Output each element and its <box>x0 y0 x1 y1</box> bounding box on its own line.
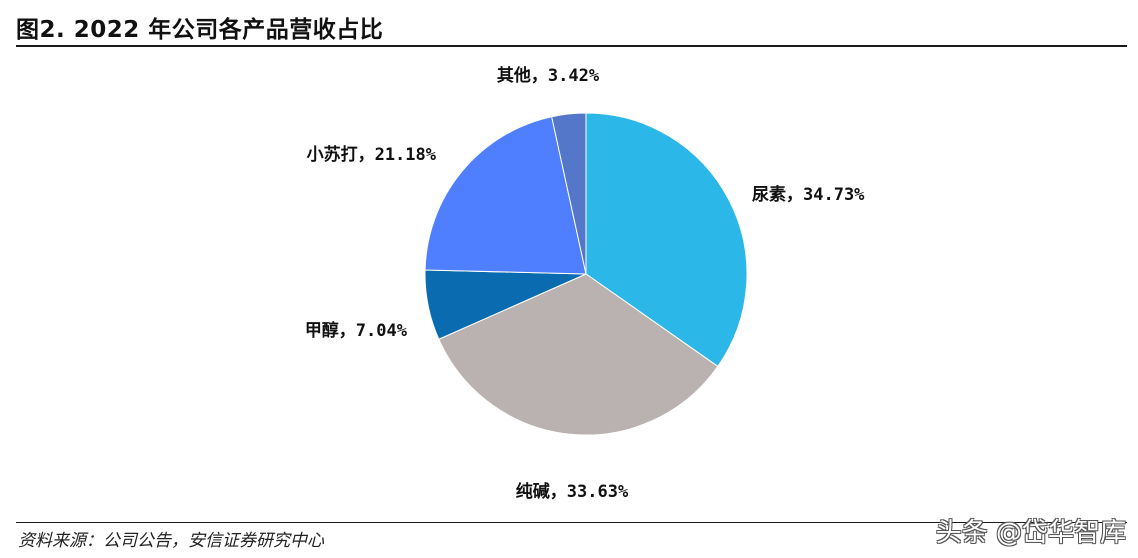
pie-slices <box>424 112 748 436</box>
slice-label-1: 尿素，34.73% <box>752 185 865 205</box>
figure-title: 图2. 2022 年公司各产品营收占比 <box>16 17 384 43</box>
pie-slice-2 <box>438 273 719 436</box>
pie-chart: 尿素，34.73% 纯碱，33.63% 甲醇，7.04% 小苏打，21.18% 其他，3… <box>305 65 865 502</box>
title-rule <box>16 45 1127 47</box>
slice-label-3: 甲醇，7.04% <box>305 320 408 341</box>
pie-labels: 尿素，34.73% 纯碱，33.63% 甲醇，7.04% 小苏打，21.18% 其他，3… <box>305 65 865 502</box>
pie-slice-5 <box>551 112 587 275</box>
slice-label-2: 纯碱，33.63% <box>516 481 629 502</box>
source-note: 资料来源：公司公告，安信证券研究中心 <box>18 531 324 551</box>
slice-label-5: 其他，3.42% <box>497 65 600 86</box>
watermark-text: 头条 @岱华智库 <box>935 518 1126 548</box>
slice-label-4: 小苏打，21.18% <box>307 144 437 165</box>
source-rule <box>16 522 1127 523</box>
pie-slice-4 <box>424 116 587 275</box>
pie-slice-1 <box>585 112 748 368</box>
